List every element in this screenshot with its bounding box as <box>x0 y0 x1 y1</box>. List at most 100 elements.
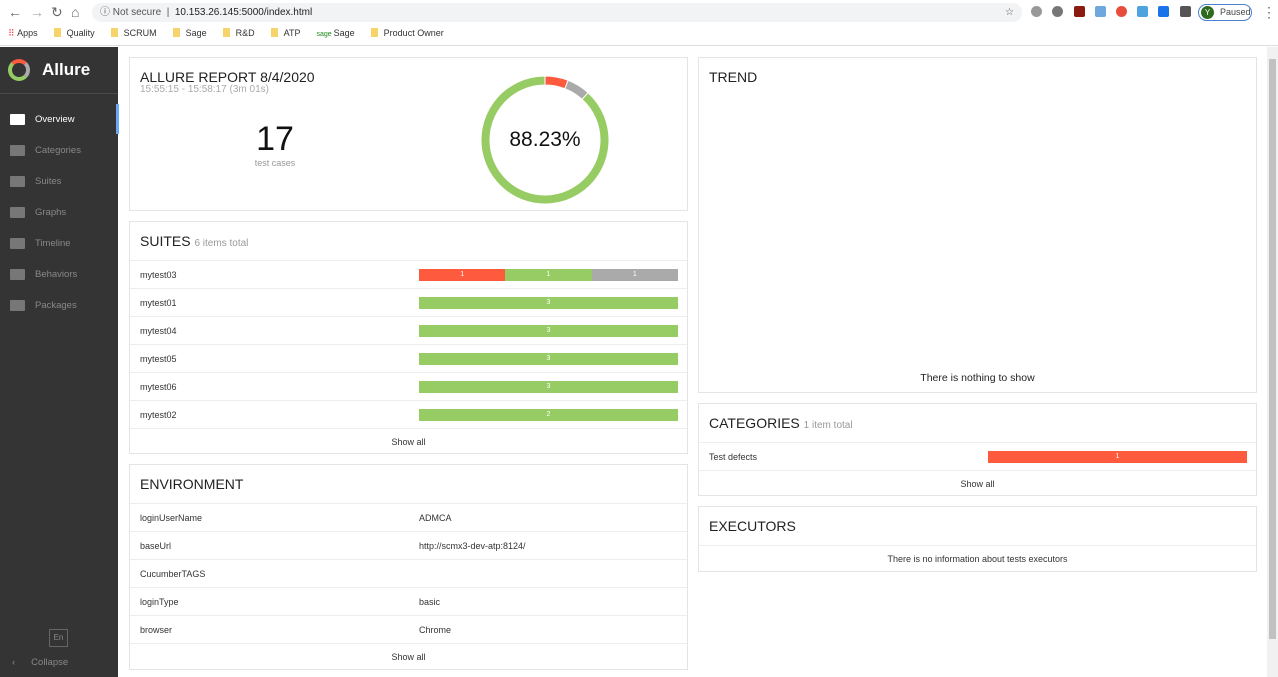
scrollbar[interactable] <box>1267 47 1278 677</box>
language-button[interactable]: En <box>49 629 68 647</box>
suite-name: mytest04 <box>140 325 177 336</box>
chat-extension-icon[interactable] <box>1137 6 1148 17</box>
address-bar[interactable]: ⓘ Not secure | 10.153.26.145:5000/index.… <box>92 3 1022 22</box>
environment-row: CucumberTAGS <box>130 559 687 587</box>
suite-row[interactable]: mytest06 3 <box>130 372 687 400</box>
env-value: http://scmx3-dev-atp:8124/ <box>419 540 526 551</box>
forward-icon[interactable]: → <box>30 4 44 20</box>
suite-row[interactable]: mytest03 1 1 1 <box>130 260 687 288</box>
sidebar-item-categories[interactable]: Categories <box>0 135 118 166</box>
suite-bar-passed: 2 <box>419 408 678 421</box>
executors-empty-message: There is no information about tests exec… <box>699 545 1256 572</box>
bookmarks-bar: ⠿ Apps Quality SCRUM Sage R&D ATP sage S… <box>8 28 454 39</box>
bar-chart-icon <box>10 207 25 218</box>
brand[interactable]: Allure <box>0 47 118 94</box>
environment-show-all[interactable]: Show all <box>130 643 687 670</box>
suite-row[interactable]: mytest04 3 <box>130 316 687 344</box>
environment-row: baseUrl http://scmx3-dev-atp:8124/ <box>130 531 687 559</box>
env-key: CucumberTAGS <box>140 568 206 579</box>
donut-slice-failed[interactable] <box>544 75 569 90</box>
suite-row[interactable]: mytest02 2 <box>130 400 687 428</box>
suites-card: SUITES 6 items total mytest03 1 1 1 mytest01… <box>129 221 688 454</box>
donut-slice-passed[interactable] <box>480 75 610 205</box>
scrollbar-thumb[interactable] <box>1269 59 1276 639</box>
category-row[interactable]: Test defects 1 <box>699 442 1256 470</box>
bookmark-atp[interactable]: ATP <box>270 28 301 39</box>
sidebar-item-label: Behaviors <box>35 269 78 280</box>
suite-name: mytest06 <box>140 381 177 392</box>
overview-card: ALLURE REPORT 8/4/2020 15:55:15 - 15:58:… <box>129 57 688 211</box>
suites-count: 6 items total <box>194 238 249 249</box>
menu-icon[interactable]: ⋮ <box>1262 4 1276 20</box>
environment-row: loginUserName ADMCA <box>130 503 687 531</box>
suite-row[interactable]: mytest01 3 <box>130 288 687 316</box>
suites-title: SUITES <box>140 233 191 249</box>
suite-bar-passed: 3 <box>419 380 678 393</box>
back-icon[interactable]: ← <box>8 4 22 20</box>
suite-name: mytest02 <box>140 409 177 420</box>
profile-button[interactable]: Y Paused <box>1198 4 1252 21</box>
browser-chrome: ← → ↻ ⌂ ⓘ Not secure | 10.153.26.145:500… <box>0 0 1278 46</box>
env-value: basic <box>419 596 441 607</box>
suite-bar-passed: 3 <box>419 324 678 337</box>
environment-row: browser Chrome <box>130 615 687 643</box>
pdf-extension-icon[interactable] <box>1074 6 1085 17</box>
red-extension-icon[interactable] <box>1116 6 1127 17</box>
star-icon[interactable]: ☆ <box>1005 7 1014 18</box>
bookmark-sage[interactable]: Sage <box>172 28 207 39</box>
executors-title: EXECUTORS <box>709 518 796 534</box>
clock-icon <box>10 238 25 249</box>
suite-name: mytest05 <box>140 353 177 364</box>
collapse-button[interactable]: ‹ Collapse <box>12 657 68 668</box>
trend-card: TREND There is nothing to show <box>698 57 1257 393</box>
reload-icon[interactable]: ↻ <box>51 4 63 20</box>
collapse-label: Collapse <box>31 657 69 668</box>
test-count-label: test cases <box>254 158 296 168</box>
sidebar-item-overview[interactable]: Overview <box>0 104 119 135</box>
puzzle-icon[interactable] <box>1180 6 1191 17</box>
env-key: loginUserName <box>140 512 203 523</box>
categories-header: CATEGORIES 1 item total <box>699 404 1256 442</box>
suite-name: mytest03 <box>140 269 177 280</box>
bookmark-scrum[interactable]: SCRUM <box>110 28 157 39</box>
grid-extension-icon[interactable] <box>1158 6 1169 17</box>
suite-bar-passed: 1 <box>505 268 592 281</box>
bookmark-apps[interactable]: ⠿ Apps <box>8 28 38 38</box>
env-key: baseUrl <box>140 540 172 551</box>
bookmark-quality[interactable]: Quality <box>53 28 95 39</box>
extension-icon[interactable] <box>1052 6 1063 17</box>
avatar: Y <box>1201 6 1214 19</box>
pass-percent: 88.23% <box>509 128 581 151</box>
suite-name: mytest01 <box>140 297 177 308</box>
sidebar-item-graphs[interactable]: Graphs <box>0 197 118 228</box>
flag-icon <box>10 145 25 156</box>
categories-show-all[interactable]: Show all <box>699 470 1256 497</box>
sidebar-item-behaviors[interactable]: Behaviors <box>0 259 118 290</box>
suites-header: SUITES 6 items total <box>130 222 687 260</box>
skype-extension-icon[interactable] <box>1031 6 1042 17</box>
sidebar-item-label: Suites <box>35 176 62 187</box>
bookmark-sage-site[interactable]: sage Sage <box>316 28 355 38</box>
report-title: ALLURE REPORT 8/4/2020 <box>140 69 315 85</box>
chevron-left-icon: ‹ <box>12 657 16 668</box>
trend-title: TREND <box>709 69 758 85</box>
env-value: Chrome <box>419 624 452 635</box>
suite-bar-failed: 1 <box>419 268 506 281</box>
security-label: Not secure <box>112 7 162 18</box>
suites-show-all[interactable]: Show all <box>130 428 687 455</box>
suite-bar-passed: 3 <box>419 352 678 365</box>
status-donut-chart <box>480 75 610 205</box>
sidebar-item-packages[interactable]: Packages <box>0 290 118 321</box>
env-key: loginType <box>140 596 179 607</box>
profile-status: Paused <box>1220 7 1251 17</box>
home-icon[interactable]: ⌂ <box>71 4 80 20</box>
home-icon <box>10 114 25 125</box>
bookmark-rnd[interactable]: R&D <box>222 28 255 39</box>
list-icon <box>10 269 25 280</box>
sidebar-item-suites[interactable]: Suites <box>0 166 118 197</box>
sidebar-item-label: Timeline <box>35 238 71 249</box>
bookmark-product-owner[interactable]: Product Owner <box>370 28 444 39</box>
code-extension-icon[interactable] <box>1095 6 1106 17</box>
suite-row[interactable]: mytest05 3 <box>130 344 687 372</box>
sidebar-item-timeline[interactable]: Timeline <box>0 228 118 259</box>
